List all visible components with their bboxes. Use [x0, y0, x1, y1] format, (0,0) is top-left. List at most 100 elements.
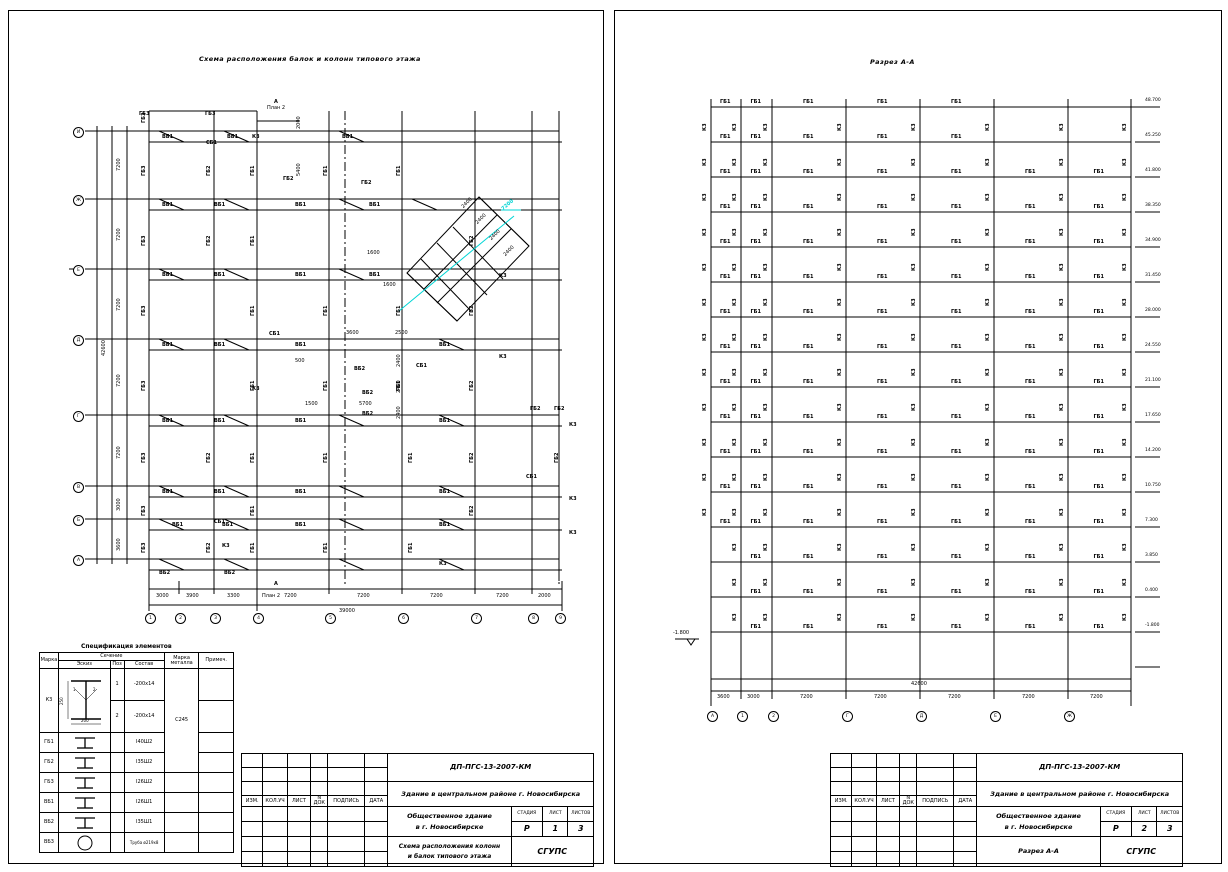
spec-cell-composition: I26Ш2: [123, 772, 165, 793]
spec-cell-composition: I40Ш2: [123, 732, 165, 753]
section-beam-label: ГБ1: [951, 484, 962, 490]
spec-cell-composition: -200х14: [123, 668, 165, 701]
stamp-header-sheet: ЛИСТ: [542, 806, 569, 822]
spec-cell-note: [198, 732, 234, 753]
section-beam-label: ГБ1: [750, 239, 761, 245]
section-column-label: К3: [1059, 263, 1065, 271]
section-beam-label: ГБ1: [1093, 589, 1104, 595]
spec-cell-metal: С245: [163, 668, 200, 773]
plan-dim-left-total: 42600: [101, 340, 107, 356]
section-column-label: К3: [911, 263, 917, 271]
section-column-label: К3: [1122, 578, 1128, 586]
section-column-label: К3: [1059, 403, 1065, 411]
beam-label-vb2: ВБ2: [354, 366, 366, 372]
stamp-sheet-value: 1: [542, 821, 569, 837]
beam-label-vb1: ВБ1: [162, 202, 174, 208]
grid-circle-plan-row: Д: [73, 335, 84, 346]
section-elevation-mark: -1.800: [1145, 623, 1160, 628]
section-elevation-mark: 7.300: [1145, 518, 1158, 523]
section-column-label: К3: [702, 508, 708, 516]
section-column-label: К3: [1122, 123, 1128, 131]
section-column-label: К3: [732, 368, 738, 376]
section-beam-label: ГБ1: [803, 449, 814, 455]
stamp-building-line1: Общественное здание: [407, 812, 492, 821]
stamp-blank: [327, 767, 365, 782]
section-beam-label: ГБ1: [1025, 554, 1036, 560]
beam-label-vb1: ВБ1: [439, 522, 451, 528]
section-beam-label: ГБ1: [951, 309, 962, 315]
section-beam-label: ГБ1: [720, 484, 731, 490]
stamp-blank: [240, 851, 264, 867]
section-column-label: К3: [763, 333, 769, 341]
section-column-label: К3: [1122, 613, 1128, 621]
spec-cell-metal-blank: [163, 812, 200, 833]
section-beam-label: ГБ1: [1025, 274, 1036, 280]
stamp-blank: [327, 836, 366, 852]
beam-label-gb1: ГБ1: [250, 305, 256, 316]
stamp-sheet-value: 2: [1131, 821, 1158, 837]
section-beam-label: ГБ1: [750, 309, 761, 315]
section-beam-label: ГБ1: [720, 134, 731, 140]
section-column-label: К3: [911, 298, 917, 306]
stamp-blank: [851, 836, 877, 852]
section-beam-label: ГБ1: [750, 169, 761, 175]
section-beam-label: ГБ1: [1093, 414, 1104, 420]
stamp-sheets-value: 3: [567, 821, 594, 837]
plan-note-2: План 2: [262, 593, 281, 599]
beam-label-vb1: ВБ1: [227, 134, 239, 140]
section-beam-label: ГБ1: [1025, 169, 1036, 175]
stamp-blank: [875, 851, 901, 867]
plan-dim-bottom: 2000: [538, 593, 551, 599]
stamp-blank: [240, 836, 264, 852]
spec-cell-pos: [109, 812, 125, 833]
stamp-blank: [286, 781, 311, 796]
section-beam-label: ГБ1: [1025, 379, 1036, 385]
spec-cell-pos: 2: [109, 700, 125, 733]
section-beam-label: ГБ1: [803, 554, 814, 560]
section-column-label: К3: [1059, 368, 1065, 376]
section-column-label: К3: [1059, 473, 1065, 481]
stamp-blank: [899, 767, 917, 782]
section-elevation-mark: 10.750: [1145, 483, 1161, 488]
section-column-label: К3: [911, 368, 917, 376]
section-column-label: К3: [763, 158, 769, 166]
section-beam-label: ГБ1: [877, 519, 888, 525]
spec-cell-note: [198, 812, 234, 833]
spec-header-composition: Состав: [123, 660, 165, 669]
stamp-blank: [310, 806, 329, 822]
beam-label-gb3: ГБ3: [139, 111, 150, 117]
stamp-blank: [875, 753, 900, 768]
plan-dim-left: 7200: [116, 298, 122, 311]
stamp-blank: [310, 821, 329, 837]
section-beam-label: ГБ1: [951, 449, 962, 455]
stamp-header-sheets: ЛИСТОВ: [1156, 806, 1183, 822]
beam-label-vb1: ВБ1: [369, 202, 381, 208]
section-column-label: К3: [985, 263, 991, 271]
stamp-building-line2: в г. Новосибирске: [415, 822, 484, 831]
section-column-label: К3: [732, 298, 738, 306]
beam-label-gb3: ГБ3: [141, 542, 147, 553]
spec-cell-pos: [109, 772, 125, 793]
stamp-header-sheet: ЛИСТ: [1131, 806, 1158, 822]
stamp-blank: [240, 821, 264, 837]
stamp-document-code: ДП-ПГС-13-2007-КМ: [976, 753, 1183, 782]
section-beam-label: ГБ1: [877, 589, 888, 595]
stamp-col-izm: ИЗМ.: [240, 795, 264, 807]
grid-circle-section: Ж: [1064, 711, 1075, 722]
beam-label-gb1: ГБ1: [250, 505, 256, 516]
section-column-label: К3: [702, 368, 708, 376]
stamp-blank: [327, 753, 365, 768]
stamp-stage-value: Р: [1099, 821, 1133, 837]
section-column-label: К3: [985, 543, 991, 551]
beam-label-gb2: ГБ2: [554, 452, 560, 463]
spec-cell-sketch: 250 200 1 2: [57, 668, 111, 733]
stamp-col-kol: КОЛ.УЧ: [851, 795, 877, 807]
svg-text:250: 250: [59, 697, 64, 705]
stamp-blank: [899, 781, 917, 796]
section-beam-label: ГБ1: [720, 99, 731, 105]
spec-cell-pos: [109, 792, 125, 813]
section-column-label: К3: [1122, 193, 1128, 201]
stamp-blank: [327, 806, 366, 822]
grid-circle-plan-col: 6: [398, 613, 409, 624]
stamp-col-ndok: N ДОК: [310, 795, 329, 807]
